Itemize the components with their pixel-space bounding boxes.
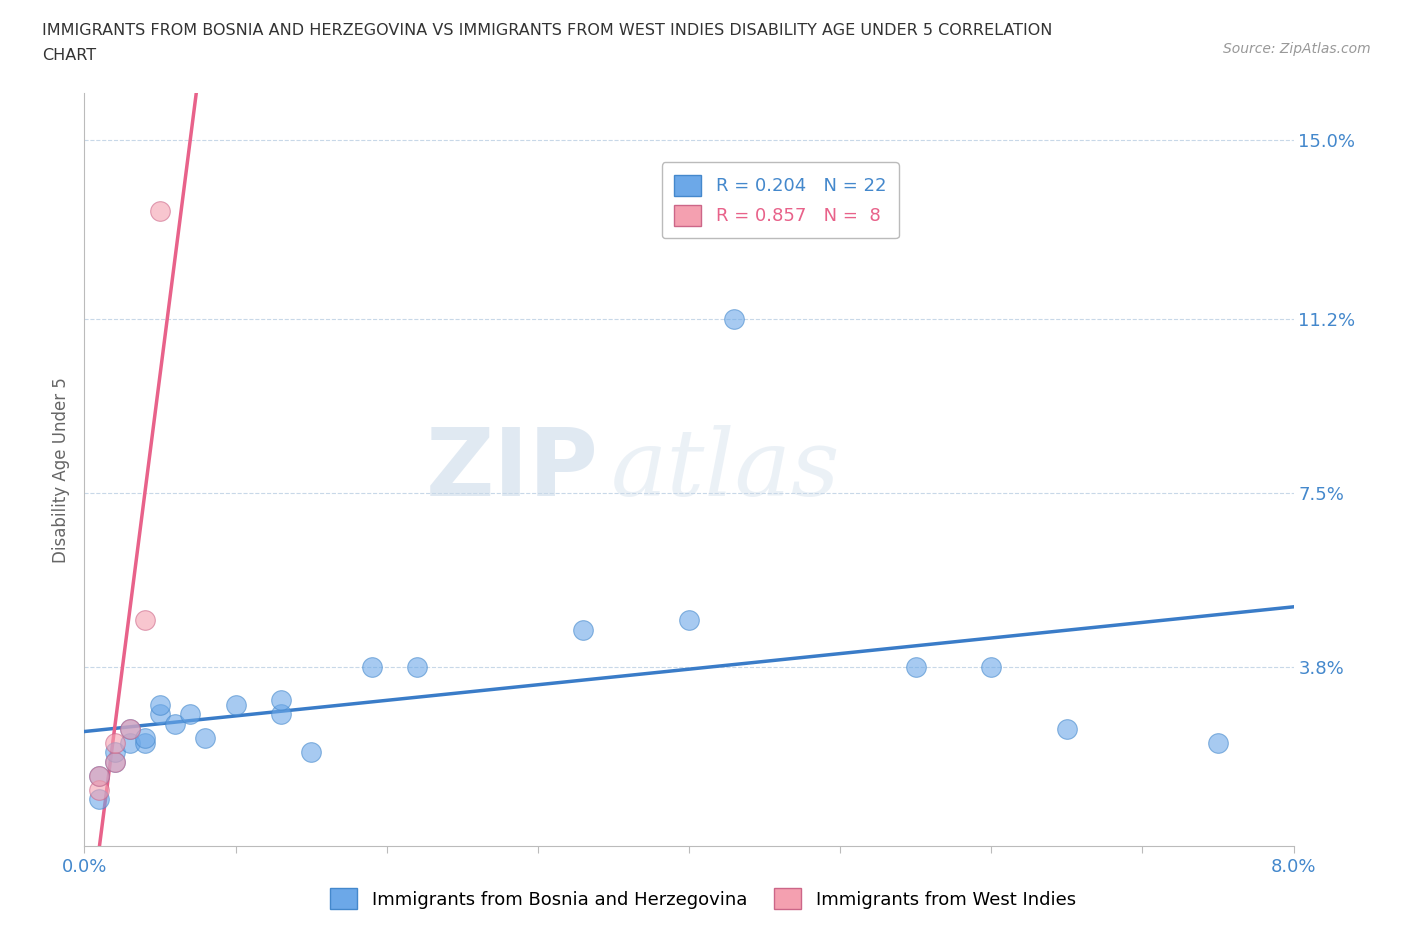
Point	[118, 721, 141, 736]
Point	[134, 613, 156, 628]
Point	[134, 736, 156, 751]
Point	[149, 698, 172, 712]
Point	[179, 707, 201, 722]
Point	[165, 716, 187, 731]
Point	[270, 707, 292, 722]
Point	[360, 660, 382, 675]
Point	[118, 736, 141, 751]
Point	[406, 660, 429, 675]
Point	[270, 693, 292, 708]
Point	[572, 622, 595, 637]
Point	[89, 791, 111, 806]
Text: IMMIGRANTS FROM BOSNIA AND HERZEGOVINA VS IMMIGRANTS FROM WEST INDIES DISABILITY: IMMIGRANTS FROM BOSNIA AND HERZEGOVINA V…	[42, 23, 1053, 38]
Point	[89, 768, 111, 783]
Point	[1056, 721, 1078, 736]
Point	[118, 721, 141, 736]
Point	[194, 15, 217, 30]
Text: atlas: atlas	[610, 425, 839, 514]
Point	[104, 736, 127, 751]
Y-axis label: Disability Age Under 5: Disability Age Under 5	[52, 377, 70, 563]
Point	[1206, 736, 1229, 751]
Point	[904, 660, 927, 675]
Point	[149, 204, 172, 219]
Point	[299, 745, 322, 760]
Legend: R = 0.204   N = 22, R = 0.857   N =  8: R = 0.204 N = 22, R = 0.857 N = 8	[662, 163, 898, 238]
Text: ZIP: ZIP	[426, 424, 599, 515]
Point	[104, 745, 127, 760]
Point	[723, 312, 745, 326]
Point	[678, 613, 700, 628]
Text: CHART: CHART	[42, 48, 96, 63]
Point	[980, 660, 1002, 675]
Point	[225, 698, 247, 712]
Point	[194, 731, 217, 746]
Point	[89, 782, 111, 797]
Point	[89, 768, 111, 783]
Point	[104, 754, 127, 769]
Point	[104, 754, 127, 769]
Text: Source: ZipAtlas.com: Source: ZipAtlas.com	[1223, 42, 1371, 56]
Legend: Immigrants from Bosnia and Herzegovina, Immigrants from West Indies: Immigrants from Bosnia and Herzegovina, …	[323, 881, 1083, 916]
Point	[134, 731, 156, 746]
Point	[149, 707, 172, 722]
